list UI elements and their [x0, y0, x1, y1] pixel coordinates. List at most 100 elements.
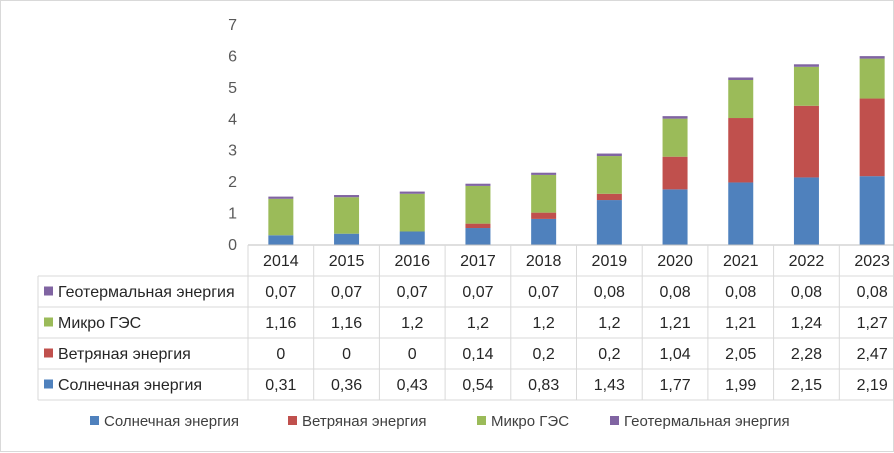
- data-label: 0: [342, 346, 351, 363]
- bar-segment: [334, 233, 360, 245]
- bar-segment: [662, 189, 688, 245]
- bar-segment: [728, 80, 754, 119]
- x-tick-label: 2020: [657, 253, 693, 270]
- y-tick-label: 3: [228, 143, 237, 160]
- data-label: 0,36: [331, 377, 362, 394]
- data-label: 0,54: [462, 377, 493, 394]
- table-row-label: Микро ГЭС: [58, 315, 141, 332]
- data-label: 0: [276, 346, 285, 363]
- y-tick-label: 6: [228, 48, 237, 65]
- data-label: 0,14: [462, 346, 493, 363]
- table-row-label: Ветряная энергия: [58, 346, 191, 363]
- data-label: 0,07: [462, 284, 493, 301]
- bar-segment: [662, 118, 688, 157]
- data-label: 2,05: [725, 346, 756, 363]
- table-row-label: Геотермальная энергия: [58, 284, 235, 301]
- data-label: 1,21: [725, 315, 756, 332]
- bar-segment: [465, 223, 491, 229]
- bar-segment: [531, 212, 557, 219]
- data-label: 2,28: [791, 346, 822, 363]
- x-tick-label: 2016: [394, 253, 430, 270]
- table-row-label: Солнечная энергия: [58, 377, 202, 394]
- bar-segment: [662, 116, 688, 119]
- bar-segment: [399, 191, 425, 194]
- x-tick-label: 2021: [723, 253, 759, 270]
- bar-segment: [793, 177, 819, 245]
- bar-segment: [531, 218, 557, 245]
- data-label: 1,2: [533, 315, 555, 332]
- data-label: 0,08: [725, 284, 756, 301]
- x-tick-label: 2019: [592, 253, 628, 270]
- table-legend-key: [44, 286, 53, 296]
- data-label: 0,31: [265, 377, 296, 394]
- bar-segment: [859, 98, 885, 177]
- data-label: 0,08: [857, 284, 888, 301]
- y-tick-label: 2: [228, 174, 237, 191]
- data-label: 0,07: [331, 284, 362, 301]
- data-label: 2,19: [857, 377, 888, 394]
- bar-segment: [793, 66, 819, 106]
- legend-label: Микро ГЭС: [491, 413, 569, 430]
- bar-segment: [728, 118, 754, 183]
- y-tick-label: 5: [228, 80, 237, 97]
- y-tick-label: 0: [228, 237, 237, 254]
- data-label: 1,99: [725, 377, 756, 394]
- data-label: 0,07: [397, 284, 428, 301]
- bar-segment: [859, 176, 885, 245]
- bar-segment: [268, 196, 294, 199]
- bar-segment: [859, 58, 885, 99]
- data-label: 1,16: [265, 315, 296, 332]
- y-tick-label: 7: [228, 17, 237, 34]
- table-legend-key: [44, 317, 53, 327]
- data-label: 1,04: [659, 346, 690, 363]
- data-label: 0,08: [659, 284, 690, 301]
- legend-swatch: [288, 416, 297, 425]
- legend-label: Солнечная энергия: [104, 413, 239, 430]
- table-legend-key: [44, 379, 53, 389]
- bar-segment: [793, 64, 819, 67]
- data-label: 1,27: [857, 315, 888, 332]
- bar-segment: [465, 228, 491, 245]
- legend-swatch: [610, 416, 619, 425]
- bar-segment: [399, 231, 425, 245]
- data-label: 0,08: [791, 284, 822, 301]
- x-tick-label: 2014: [263, 253, 299, 270]
- legend-swatch: [90, 416, 99, 425]
- data-label: 0,07: [528, 284, 559, 301]
- bar-segment: [268, 235, 294, 245]
- data-label: 0,07: [265, 284, 296, 301]
- x-tick-label: 2017: [460, 253, 496, 270]
- bar-segment: [531, 174, 557, 213]
- x-tick-label: 2022: [789, 253, 825, 270]
- bar-segment: [728, 182, 754, 245]
- data-label: 2,47: [857, 346, 888, 363]
- bar-segment: [465, 185, 491, 224]
- legend-label: Геотермальная энергия: [624, 413, 790, 430]
- data-label: 0,2: [598, 346, 620, 363]
- bar-segment: [596, 153, 622, 157]
- data-label: 0: [408, 346, 417, 363]
- bar-segment: [793, 105, 819, 178]
- bar-segment: [531, 172, 557, 175]
- data-label: 0,83: [528, 377, 559, 394]
- data-label: 1,21: [659, 315, 690, 332]
- data-label: 0,08: [594, 284, 625, 301]
- bar-segment: [596, 200, 622, 245]
- bar-segment: [465, 183, 491, 186]
- table-legend-key: [44, 348, 53, 358]
- bar-segment: [268, 198, 294, 236]
- y-tick-label: 1: [228, 206, 237, 223]
- bar-segment: [399, 193, 425, 232]
- bar-segment: [334, 195, 360, 198]
- bar-segment: [334, 197, 360, 234]
- data-label: 1,16: [331, 315, 362, 332]
- legend-swatch: [477, 416, 486, 425]
- data-label: 0,43: [397, 377, 428, 394]
- bar-segment: [662, 156, 688, 190]
- bar-segment: [859, 56, 885, 59]
- data-label: 1,24: [791, 315, 822, 332]
- y-tick-label: 4: [228, 111, 237, 128]
- x-tick-label: 2023: [854, 253, 890, 270]
